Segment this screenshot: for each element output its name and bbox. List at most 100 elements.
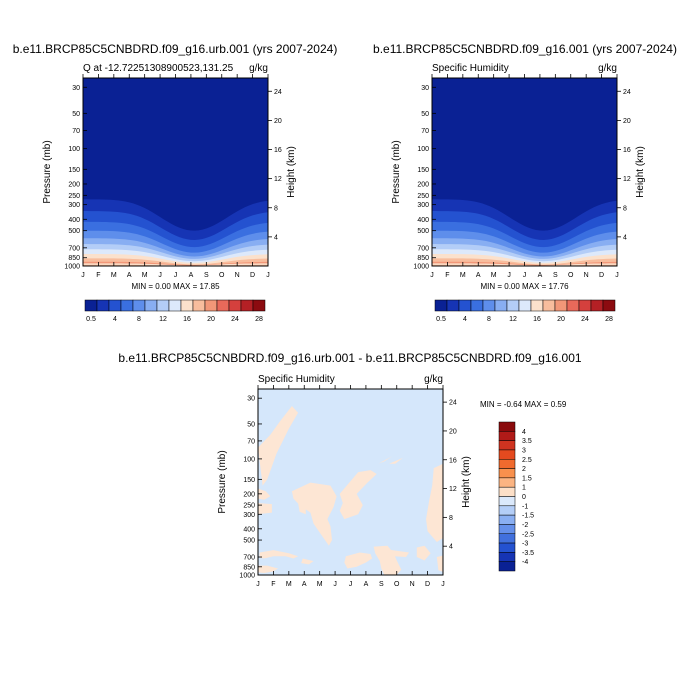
colorbar-swatch	[228, 299, 242, 312]
y-tick-label: 70	[247, 438, 255, 445]
colorbar-label: 3	[522, 447, 526, 454]
colorbar-swatch	[554, 299, 568, 312]
x-tick-label: N	[410, 581, 415, 588]
y-tick-label: 70	[72, 128, 80, 135]
colorbar-swatch	[498, 431, 516, 441]
colorbar-swatch	[602, 299, 616, 312]
colorbar-swatch	[498, 421, 516, 432]
fill-patch-positive-3	[258, 503, 272, 515]
fill-patch-positive-15	[426, 463, 443, 543]
x-tick-label: O	[394, 581, 400, 588]
colorbar-swatch	[96, 299, 110, 312]
y-tick-label: 50	[72, 111, 80, 118]
chart-control: J F M A M J J A S O N D J 30 50 70 100 150 200 250 300 400 500…	[373, 42, 677, 323]
fill-patch-positive-16	[436, 555, 443, 572]
y-tick-label: 100	[68, 146, 80, 153]
colorbar-swatch	[498, 524, 516, 534]
y-tick-label: 850	[417, 255, 429, 262]
chart-units: g/kg	[598, 63, 617, 74]
x-tick-label: M	[491, 272, 497, 279]
colorbar-swatch	[120, 299, 134, 312]
colorbar-swatch	[542, 299, 556, 312]
colorbar-label: -1	[522, 503, 528, 510]
y-tick-label: 50	[247, 421, 255, 428]
y2-tick-label: 16	[449, 457, 457, 464]
colorbar-swatch	[498, 440, 516, 451]
colorbar-swatch	[498, 468, 516, 479]
x-tick-label: D	[599, 272, 604, 279]
colorbar-label: 4	[113, 316, 117, 323]
colorbar-label: 20	[207, 316, 215, 323]
y-tick-label: 30	[421, 85, 429, 92]
chart-left-title: Specific Humidity	[432, 63, 509, 74]
x-tick-label: F	[271, 581, 275, 588]
x-tick-label: J	[158, 272, 162, 279]
y2-tick-label: 16	[623, 147, 631, 154]
x-tick-label: J	[349, 581, 353, 588]
colorbar-swatch	[132, 299, 146, 312]
plot-fill-group	[83, 78, 268, 266]
fill-patch-positive-13	[389, 457, 403, 464]
fill-patch-positive-2	[258, 488, 271, 500]
colorbar-swatch	[498, 477, 516, 488]
y-tick-label: 500	[417, 228, 429, 235]
y-tick-label: 300	[417, 202, 429, 209]
stats-text: MIN = 0.00 MAX = 17.76	[480, 282, 569, 291]
x-tick-label: J	[266, 272, 270, 279]
colorbar-swatch	[498, 514, 516, 525]
y2-tick-label: 16	[274, 147, 282, 154]
y-axis-label: Pressure (mb)	[391, 140, 402, 203]
y2-tick-label: 8	[623, 205, 627, 212]
colorbar-label: 2.5	[522, 457, 532, 464]
colorbar-swatch	[498, 449, 516, 460]
x-tick-label: D	[425, 581, 430, 588]
x-tick-label: O	[568, 272, 574, 279]
y2-tick-label: 24	[623, 89, 631, 96]
y-tick-label: 150	[417, 167, 429, 174]
colorbar-swatch	[498, 459, 516, 469]
colorbar-label: -2	[522, 522, 528, 529]
colorbar-label: 16	[533, 316, 541, 323]
y-tick-label: 850	[243, 564, 255, 571]
x-tick-label: J	[81, 272, 85, 279]
y-axis-label: Pressure (mb)	[217, 450, 228, 513]
chart-urb: J F M A M J J A S O N D J 30 50 70 100 150 200 250 300 400 500…	[13, 42, 338, 323]
colorbar-label: 12	[159, 316, 167, 323]
y2-tick-label: 24	[274, 89, 282, 96]
x-tick-label: A	[476, 272, 481, 279]
y-tick-label: 1000	[239, 573, 255, 580]
x-tick-label: J	[174, 272, 178, 279]
y2-axis-label: Height (km)	[635, 146, 646, 198]
colorbar-swatch	[84, 299, 98, 312]
colorbar-label: 20	[557, 316, 565, 323]
y-tick-label: 50	[421, 111, 429, 118]
fill-patch-positive-8	[259, 550, 299, 559]
colorbar-swatch	[530, 299, 544, 312]
y-tick-label: 400	[243, 526, 255, 533]
fill-patch-positive-1	[258, 405, 299, 486]
colorbar-swatch	[192, 299, 206, 312]
y-tick-label: 150	[68, 167, 80, 174]
y-tick-label: 200	[417, 181, 429, 188]
colorbar-swatch	[498, 561, 516, 572]
y-tick-label: 30	[72, 85, 80, 92]
colorbar-swatch	[446, 299, 460, 312]
plot-fill-group	[432, 78, 617, 266]
colorbar-label: 0.5	[86, 316, 96, 323]
colorbar-label: 8	[137, 316, 141, 323]
y-tick-label: 850	[68, 255, 80, 262]
y-tick-label: 250	[417, 193, 429, 200]
y-tick-label: 1000	[413, 264, 429, 271]
y2-tick-label: 8	[274, 205, 278, 212]
chart-difference: J F M A M J J A S O N D J305070100150200250300400500…	[118, 351, 581, 588]
y2-tick-label: 4	[623, 234, 627, 241]
y-axis-label: Pressure (mb)	[42, 140, 53, 203]
y-tick-label: 700	[68, 245, 80, 252]
fill-patch-positive-5	[298, 503, 306, 515]
y-tick-label: 250	[68, 193, 80, 200]
colorbar-swatch	[240, 299, 254, 312]
colorbar-label: -1.5	[522, 513, 534, 520]
x-tick-label: S	[553, 272, 558, 279]
y-tick-label: 100	[243, 456, 255, 463]
